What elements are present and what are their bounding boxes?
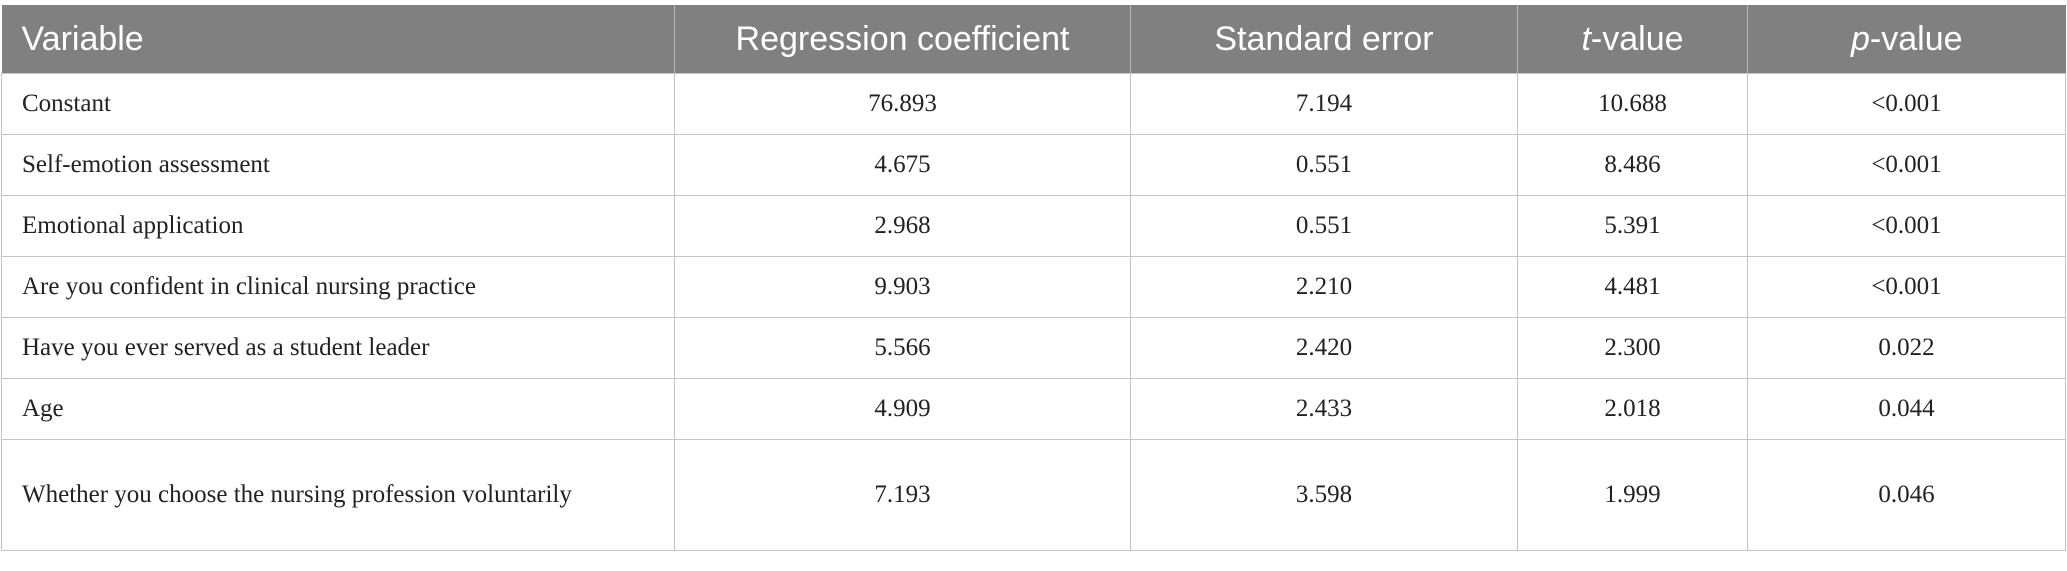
- header-cell: t-value: [1517, 5, 1748, 74]
- variable-cell: Emotional application: [1, 195, 675, 257]
- value-cell: 5.391: [1517, 195, 1748, 257]
- header-text: -value: [1869, 19, 1963, 58]
- value-cell: 0.022: [1747, 317, 2066, 379]
- value-cell: 10.688: [1517, 73, 1748, 135]
- value-cell: 2.968: [674, 195, 1131, 257]
- value-cell: 2.210: [1130, 256, 1518, 318]
- value-cell: 5.566: [674, 317, 1131, 379]
- table-row: Age 4.909 2.433 2.018 0.044: [1, 378, 2066, 440]
- value-cell: 8.486: [1517, 134, 1748, 196]
- header-text: -value: [1590, 19, 1684, 58]
- variable-cell: Are you confident in clinical nursing pr…: [1, 256, 675, 318]
- value-cell: 0.046: [1747, 439, 2066, 551]
- value-cell: 4.909: [674, 378, 1131, 440]
- table-row: Self-emotion assessment 4.675 0.551 8.486 <0…: [1, 134, 2066, 196]
- value-cell: 7.194: [1130, 73, 1518, 135]
- value-cell: <0.001: [1747, 134, 2066, 196]
- value-cell: <0.001: [1747, 195, 2066, 257]
- value-cell: 2.300: [1517, 317, 1748, 379]
- value-cell: 76.893: [674, 73, 1131, 135]
- value-cell: <0.001: [1747, 73, 2066, 135]
- value-cell: 0.044: [1747, 378, 2066, 440]
- value-cell: 4.481: [1517, 256, 1748, 318]
- value-cell: 0.551: [1130, 195, 1518, 257]
- header-row: Variable Regression coefficient Standard e…: [1, 5, 2066, 74]
- header-cell: p-value: [1747, 5, 2066, 74]
- variable-cell: Constant: [1, 73, 675, 135]
- table-body: Constant 76.893 7.194 10.688 <0.001 Self-emot…: [1, 73, 2066, 551]
- table-row: Are you confident in clinical nursing pr…: [1, 256, 2066, 318]
- value-cell: <0.001: [1747, 256, 2066, 318]
- variable-cell: Age: [1, 378, 675, 440]
- table-row: Have you ever served as a student leader…: [1, 317, 2066, 379]
- value-cell: 4.675: [674, 134, 1131, 196]
- value-cell: 2.420: [1130, 317, 1518, 379]
- value-cell: 0.551: [1130, 134, 1518, 196]
- header-cell: Regression coefficient: [674, 5, 1131, 74]
- value-cell: 2.433: [1130, 378, 1518, 440]
- value-cell: 3.598: [1130, 439, 1518, 551]
- header-italic: t: [1581, 19, 1591, 58]
- header-cell: Standard error: [1130, 5, 1518, 74]
- header-italic: p: [1850, 19, 1870, 58]
- table-row: Whether you choose the nursing professio…: [1, 439, 2066, 551]
- value-cell: 9.903: [674, 256, 1131, 318]
- variable-cell: Whether you choose the nursing professio…: [1, 439, 675, 551]
- value-cell: 1.999: [1517, 439, 1748, 551]
- regression-table: Variable Regression coefficient Standard e…: [1, 5, 2066, 551]
- value-cell: 2.018: [1517, 378, 1748, 440]
- variable-cell: Have you ever served as a student leader: [1, 317, 675, 379]
- value-cell: 7.193: [674, 439, 1131, 551]
- header-cell: Variable: [1, 5, 675, 74]
- table-row: Constant 76.893 7.194 10.688 <0.001: [1, 73, 2066, 135]
- table-row: Emotional application 2.968 0.551 5.391 <0.0…: [1, 195, 2066, 257]
- variable-cell: Self-emotion assessment: [1, 134, 675, 196]
